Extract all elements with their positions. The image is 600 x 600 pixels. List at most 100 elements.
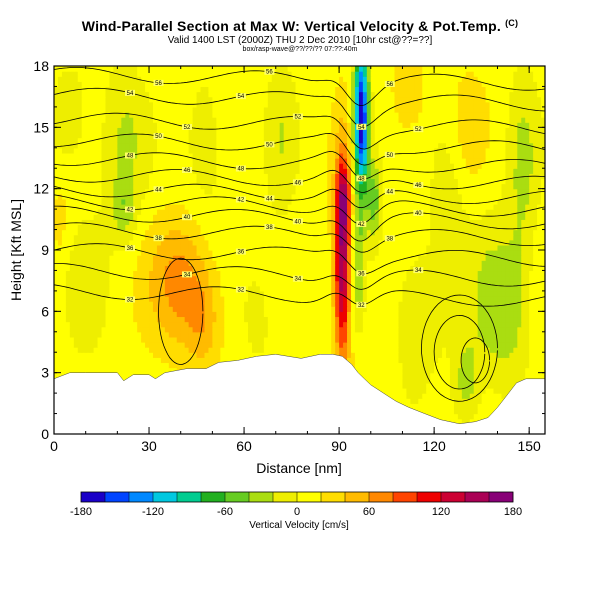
velocity-cell [354,347,360,353]
velocity-cell [422,321,427,328]
velocity-cell [501,336,506,343]
velocity-cell [315,250,320,256]
velocity-cell [469,296,475,302]
velocity-cell [469,342,475,348]
velocity-cell [434,265,439,272]
velocity-cell [145,362,150,369]
velocity-cell [537,250,542,256]
velocity-cell [315,280,320,287]
velocity-cell [481,234,487,241]
velocity-cell [220,239,225,246]
velocity-cell [343,342,348,348]
velocity-cell [457,377,463,384]
velocity-cell [255,342,261,348]
velocity-cell [129,306,134,312]
velocity-cell [224,301,229,307]
velocity-cell [283,275,289,282]
velocity-cell [354,336,360,343]
velocity-cell [533,347,538,353]
velocity-cell [133,331,138,338]
velocity-cell [89,239,95,246]
velocity-cell [220,321,225,328]
velocity-cell [362,296,368,302]
velocity-cell [307,234,312,241]
velocity-cell [473,244,479,251]
velocity-cell [176,352,182,358]
velocity-cell [279,285,285,292]
velocity-cell [521,285,526,292]
velocity-cell [291,296,297,302]
velocity-cell [196,285,202,292]
velocity-cell [279,275,285,282]
velocity-cell [485,301,491,307]
velocity-cell [418,270,423,277]
velocity-cell [438,260,443,266]
velocity-cell [362,275,368,282]
velocity-cell [374,311,380,318]
velocity-cell [521,321,526,328]
velocity-cell [489,239,495,246]
velocity-cell [513,229,518,236]
velocity-cell [457,275,463,282]
velocity-cell [497,357,503,364]
velocity-cell [188,260,194,266]
velocity-cell [449,285,455,292]
velocity-cell [477,260,483,266]
velocity-cell [465,367,471,374]
velocity-cell [141,239,146,246]
velocity-cell [457,362,463,369]
velocity-cell [422,367,427,374]
velocity-cell [113,280,118,287]
velocity-cell [517,301,522,307]
velocity-cell [339,331,344,338]
velocity-cell [327,265,332,272]
velocity-cell [438,342,443,348]
velocity-cell [299,301,305,307]
velocity-cell [418,403,423,410]
velocity-cell [418,377,423,384]
velocity-cell [133,357,138,364]
velocity-cell [331,326,336,333]
velocity-cell [244,280,249,287]
velocity-cell [501,285,506,292]
velocity-cell [378,250,384,256]
velocity-cell [426,316,431,323]
velocity-cell [263,316,269,323]
velocity-cell [426,352,431,358]
velocity-cell [244,347,249,353]
velocity-cell [196,280,202,287]
velocity-cell [184,362,190,369]
velocity-cell [208,234,213,241]
velocity-cell [141,244,146,251]
velocity-cell [390,336,396,343]
velocity-cell [248,265,253,272]
velocity-cell [97,229,103,236]
velocity-cell [105,275,111,282]
velocity-cell [129,311,134,318]
velocity-cell [461,413,467,420]
velocity-cell [275,301,281,307]
velocity-cell [248,255,253,261]
velocity-cell [430,326,435,333]
velocity-cell [390,280,396,287]
velocity-cell [442,301,447,307]
velocity-cell [477,398,483,404]
velocity-cell [442,398,447,404]
velocity-cell [414,398,419,404]
velocity-cell [327,229,332,236]
velocity-cell [129,285,134,292]
velocity-cell [335,296,340,302]
velocity-cell [311,352,316,358]
velocity-cell [137,316,142,323]
velocity-cell [303,255,309,261]
velocity-cell [406,342,411,348]
velocity-cell [160,331,166,338]
velocity-cell [259,321,265,328]
velocity-cell [366,311,372,318]
velocity-cell [311,255,316,261]
velocity-cell [517,342,522,348]
velocity-cell [457,388,463,394]
velocity-cell [279,270,285,277]
velocity-cell [410,326,415,333]
velocity-cell [149,342,154,348]
